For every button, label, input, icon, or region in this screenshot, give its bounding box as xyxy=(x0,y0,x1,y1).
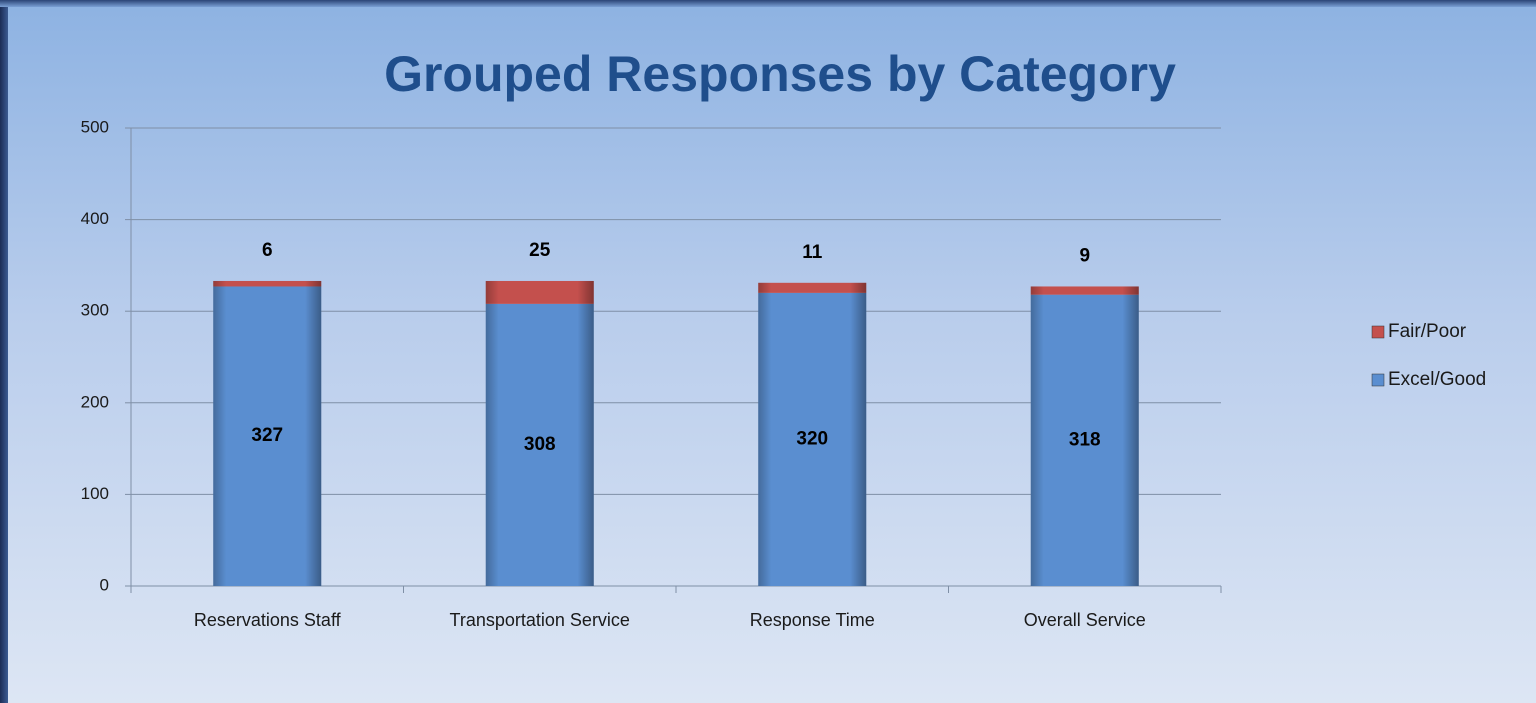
frame-edge xyxy=(0,0,8,703)
data-label: 11 xyxy=(802,242,823,263)
bar-shade xyxy=(485,280,594,304)
legend-label: Excel/Good xyxy=(1388,369,1486,390)
data-label: 320 xyxy=(796,428,828,449)
y-tick-label: 300 xyxy=(81,301,109,320)
data-label: 9 xyxy=(1079,245,1090,266)
chart-title: Grouped Responses by Category xyxy=(384,46,1176,102)
y-tick-label: 0 xyxy=(100,575,109,594)
legend-swatch xyxy=(1371,325,1385,339)
frame-edge xyxy=(0,0,1536,7)
y-tick-label: 500 xyxy=(81,117,109,136)
bar-shade xyxy=(1030,286,1139,295)
data-label: 6 xyxy=(262,240,273,261)
data-label: 25 xyxy=(529,240,551,261)
y-tick-label: 400 xyxy=(81,209,109,228)
bar-shade xyxy=(1030,294,1139,586)
data-label: 327 xyxy=(251,425,283,446)
x-tick-label: Overall Service xyxy=(1024,610,1146,630)
data-label: 308 xyxy=(524,434,556,455)
bar-shade xyxy=(485,303,594,586)
bar-shade xyxy=(758,282,867,293)
x-tick-label: Response Time xyxy=(750,610,875,630)
x-tick-label: Reservations Staff xyxy=(194,610,342,630)
bar-shade xyxy=(758,292,867,586)
bar-shade xyxy=(213,286,322,586)
y-tick-label: 100 xyxy=(81,484,109,503)
legend-label: Fair/Poor xyxy=(1388,321,1467,342)
y-tick-label: 200 xyxy=(81,392,109,411)
bar-shade xyxy=(213,280,322,287)
legend-swatch xyxy=(1371,373,1385,387)
data-label: 318 xyxy=(1069,429,1101,450)
x-tick-label: Transportation Service xyxy=(450,610,630,630)
